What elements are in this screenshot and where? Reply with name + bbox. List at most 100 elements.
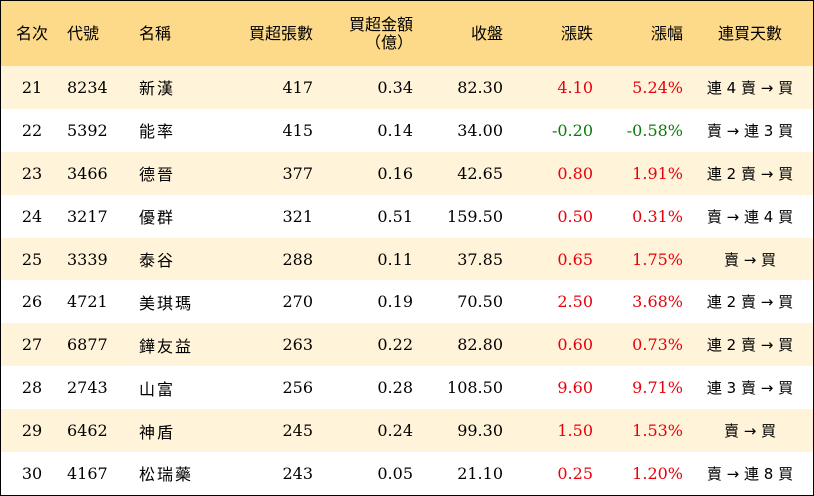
change-cell: 2.50 (557, 292, 593, 312)
header-net-buy-lots: 買超張數 (248, 23, 313, 43)
code-cell: 3339 (67, 249, 108, 269)
change-cell: 9.60 (557, 378, 593, 398)
close-price-cell: 34.00 (457, 120, 503, 140)
net-buy-lots-cell: 321 (282, 206, 313, 226)
name-cell: 優群 (139, 208, 176, 228)
net-buy-lots-cell: 256 (282, 378, 313, 398)
consecutive-days-cell: 連 4 賣 → 買 (706, 78, 794, 97)
table-row: 21 8234 新漢 417 0.34 82.30 4.10 5.24% 連 4 賣 → 買 (1, 66, 813, 109)
change-pct-cell: 1.75% (632, 249, 683, 269)
change-pct-cell: 9.71% (632, 378, 683, 398)
change-pct-cell: 1.53% (632, 421, 683, 441)
code-cell: 3466 (67, 163, 108, 183)
close-price-cell: 159.50 (447, 206, 503, 226)
code-cell: 3217 (67, 206, 108, 226)
name-cell: 美琪瑪 (139, 293, 194, 313)
close-price-cell: 42.65 (457, 163, 503, 183)
net-buy-amount-cell: 0.34 (377, 77, 413, 97)
rank-cell: 26 (21, 292, 43, 312)
net-buy-amount-cell: 0.51 (377, 206, 413, 226)
net-buy-lots-cell: 270 (282, 292, 313, 312)
header-code: 代號 (67, 23, 100, 43)
change-cell: 0.80 (557, 163, 593, 183)
code-cell: 6462 (67, 421, 108, 441)
rank-cell: 28 (21, 378, 43, 398)
net-buy-lots-cell: 288 (282, 249, 313, 269)
net-buy-lots-cell: 245 (282, 421, 313, 441)
table-header: 名次 代號 名稱 買超張數 買超金額 （億） 收盤 漲跌 漲幅 連買天數 (1, 1, 813, 66)
net-buy-amount-cell: 0.16 (377, 163, 413, 183)
rank-cell: 29 (21, 421, 43, 441)
consecutive-days-cell: 賣 → 連 8 買 (706, 464, 794, 483)
consecutive-days-cell: 賣 → 買 (723, 422, 777, 441)
table-row: 26 4721 美琪瑪 270 0.19 70.50 2.50 3.68% 連 2 賣 → 買 (1, 280, 813, 323)
rank-cell: 30 (21, 463, 43, 483)
net-buy-lots-cell: 415 (282, 120, 313, 140)
consecutive-days-cell: 連 2 賣 → 買 (706, 336, 794, 355)
consecutive-days-cell: 連 2 賣 → 買 (706, 164, 794, 183)
close-price-cell: 37.85 (457, 249, 503, 269)
header-rank: 名次 (15, 23, 48, 43)
name-cell: 神盾 (139, 422, 176, 442)
header-row: 名次 代號 名稱 買超張數 買超金額 （億） 收盤 漲跌 漲幅 連買天數 (1, 1, 813, 66)
header-consecutive-days: 連買天數 (717, 23, 782, 43)
code-cell: 2743 (67, 378, 108, 398)
change-pct-cell: 1.20% (632, 463, 683, 483)
header-change-pct: 漲幅 (650, 23, 683, 43)
net-buy-lots-cell: 263 (282, 335, 313, 355)
header-change: 漲跌 (560, 23, 593, 43)
rank-cell: 23 (21, 163, 43, 183)
name-cell: 泰谷 (139, 251, 176, 270)
name-cell: 能率 (139, 122, 176, 142)
change-pct-cell: 1.91% (632, 163, 683, 183)
consecutive-days-cell: 賣 → 買 (723, 250, 777, 269)
net-buy-amount-cell: 0.22 (377, 335, 413, 355)
name-cell: 松瑞藥 (139, 465, 194, 485)
table-row: 24 3217 優群 321 0.51 159.50 0.50 0.31% 賣 → 連 4 買 (1, 195, 813, 238)
name-cell: 鏵友益 (139, 336, 194, 356)
close-price-cell: 70.50 (457, 292, 503, 312)
change-cell: 4.10 (557, 77, 593, 97)
net-buy-amount-cell: 0.05 (377, 463, 413, 483)
name-cell: 新漢 (139, 79, 176, 99)
table-row: 28 2743 山富 256 0.28 108.50 9.60 9.71% 連 3 賣 → 買 (1, 366, 813, 409)
close-price-cell: 82.30 (457, 77, 503, 97)
name-cell: 山富 (139, 379, 176, 399)
change-cell: 1.50 (557, 421, 593, 441)
net-buy-amount-cell: 0.28 (377, 378, 413, 398)
change-cell: -0.20 (551, 120, 593, 140)
table-row: 27 6877 鏵友益 263 0.22 82.80 0.60 0.73% 連 2 賣 → 買 (1, 323, 813, 367)
header-close: 收盤 (470, 23, 503, 43)
table-body: 21 8234 新漢 417 0.34 82.30 4.10 5.24% 連 4 賣 → 買 22… (1, 66, 813, 495)
change-pct-cell: -0.58% (626, 120, 683, 140)
change-cell: 0.50 (557, 206, 593, 226)
rank-cell: 25 (21, 249, 43, 269)
header-net-buy-amount: 買超金額 （億） (317, 1, 417, 66)
rank-cell: 27 (21, 335, 43, 355)
table-row: 30 4167 松瑞藥 243 0.05 21.10 0.25 1.20% 賣 → 連 8 買 (1, 452, 813, 495)
code-cell: 8234 (67, 77, 108, 97)
table-row: 29 6462 神盾 245 0.24 99.30 1.50 1.53% 賣 → 買 (1, 409, 813, 453)
table-row: 22 5392 能率 415 0.14 34.00 -0.20 -0.58% 賣 → 連 3 買 (1, 109, 813, 152)
code-cell: 5392 (67, 120, 108, 140)
close-price-cell: 108.50 (447, 378, 503, 398)
net-buy-lots-cell: 377 (282, 163, 313, 183)
header-net-buy-amount-unit: （億） (364, 32, 413, 52)
net-buy-amount-cell: 0.14 (377, 120, 413, 140)
table-row: 23 3466 德晉 377 0.16 42.65 0.80 1.91% 連 2 賣 → 買 (1, 151, 813, 195)
net-buy-lots-cell: 417 (282, 77, 313, 97)
net-buy-amount-cell: 0.24 (377, 421, 413, 441)
rank-cell: 24 (21, 206, 43, 226)
consecutive-days-cell: 連 2 賣 → 買 (706, 293, 794, 312)
net-buy-amount-cell: 0.19 (377, 292, 413, 312)
change-cell: 0.65 (557, 249, 593, 269)
rank-cell: 22 (21, 120, 43, 140)
net-buy-amount-cell: 0.11 (377, 249, 413, 269)
header-net-buy-amount-label: 買超金額 (348, 14, 413, 34)
close-price-cell: 82.80 (457, 335, 503, 355)
change-cell: 0.60 (557, 335, 593, 355)
code-cell: 6877 (67, 335, 108, 355)
net-buy-lots-cell: 243 (282, 463, 313, 483)
consecutive-days-cell: 連 3 賣 → 買 (706, 379, 794, 398)
change-pct-cell: 0.31% (632, 206, 683, 226)
